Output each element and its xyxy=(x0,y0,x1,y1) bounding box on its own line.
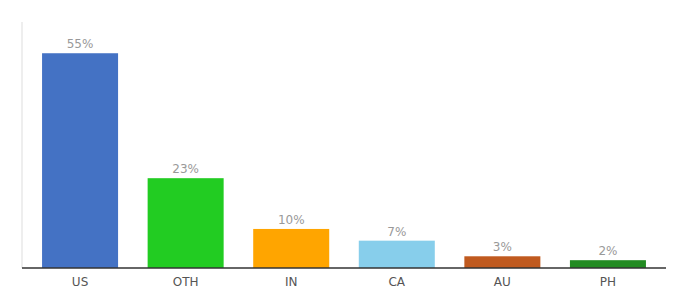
x-tick-label: US xyxy=(72,275,88,289)
data-label: 3% xyxy=(493,240,512,254)
x-tick-label: AU xyxy=(494,275,511,289)
x-tick-label: CA xyxy=(388,275,405,289)
bars xyxy=(42,53,646,268)
x-tick-label: PH xyxy=(600,275,616,289)
bar xyxy=(359,241,435,268)
data-label: 7% xyxy=(387,225,406,239)
page: {"chart_data": {"type": "bar", "categori… xyxy=(0,0,680,300)
bar xyxy=(464,256,540,268)
bar xyxy=(42,53,118,268)
data-label: 23% xyxy=(172,162,199,176)
x-tick-labels: US OTH IN CA AU PH xyxy=(72,275,616,289)
chart-svg: US OTH IN CA AU PH 55% 23% 10% 7% 3% 2% xyxy=(0,0,680,300)
data-labels: 55% 23% 10% 7% 3% 2% xyxy=(67,37,618,258)
x-tick-label: IN xyxy=(285,275,298,289)
bar xyxy=(253,229,329,268)
data-label: 2% xyxy=(598,244,617,258)
bar xyxy=(570,260,646,268)
data-label: 55% xyxy=(67,37,94,51)
x-axis-line xyxy=(22,267,666,269)
data-label: 10% xyxy=(278,213,305,227)
chart-container: US OTH IN CA AU PH 55% 23% 10% 7% 3% 2% xyxy=(0,0,680,300)
y-axis-line xyxy=(22,22,23,268)
bar xyxy=(148,178,224,268)
x-tick-label: OTH xyxy=(173,275,199,289)
